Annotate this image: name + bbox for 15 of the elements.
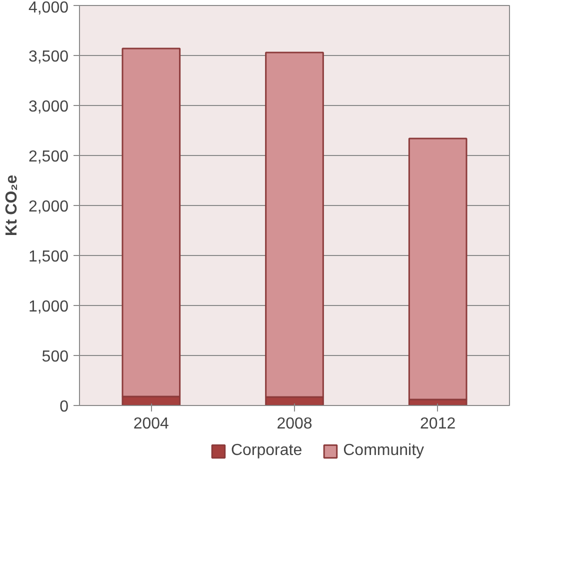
y-tick-label: 500 [42, 348, 69, 366]
legend-label: Corporate [230, 442, 302, 460]
y-tick-label: 1,500 [28, 248, 69, 266]
y-tick-label: 2,000 [28, 198, 69, 216]
x-tick-label: 2004 [133, 416, 170, 432]
y-tick-label: 2,500 [28, 148, 69, 166]
y-tick-label: 4,000 [28, 0, 69, 16]
y-tick-label: 1,000 [28, 298, 69, 316]
x-tick-label: 2012 [420, 416, 456, 432]
x-tick-label: 2008 [276, 416, 312, 432]
y-axis-title: Kt CO₂e [3, 174, 20, 236]
y-tick-label: 3,500 [28, 48, 69, 66]
y-tick-label: 0 [60, 398, 69, 416]
y-tick-label: 3,000 [28, 98, 69, 116]
legend-label: Community [343, 442, 424, 460]
